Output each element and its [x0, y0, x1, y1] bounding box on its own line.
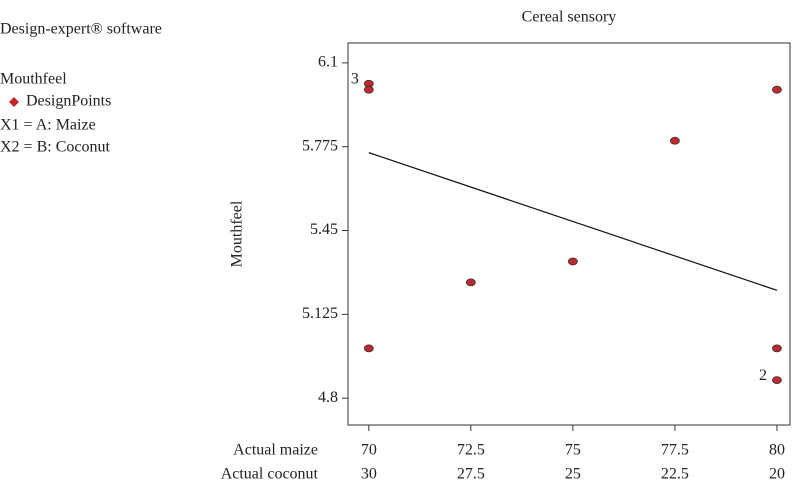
- data-point: [772, 85, 782, 94]
- x-tick-label: 70: [361, 442, 377, 459]
- data-point: [363, 85, 374, 94]
- legend-marker: [9, 97, 19, 107]
- y-axis-label: Mouthfeel: [229, 200, 246, 267]
- x2-tick-label: 25: [565, 466, 581, 483]
- legend-label: DesignPoints: [26, 93, 111, 110]
- info-text: Mouthfeel: [0, 71, 67, 88]
- x2-tick-label: 27.5: [457, 466, 485, 483]
- y-tick-label: 5.45: [310, 221, 338, 238]
- x2-tick-label: 20: [769, 466, 785, 483]
- annotation: 3: [351, 70, 359, 87]
- y-tick-label: 4.8: [318, 389, 338, 406]
- data-point: [465, 278, 476, 287]
- x-tick-label: 72.5: [457, 442, 485, 459]
- data-point: [670, 136, 680, 145]
- x2-axis-label: Actual coconut: [221, 466, 319, 483]
- x-tick-label: 75: [565, 442, 581, 459]
- plot-frame: [347, 42, 791, 426]
- y-tick-label: 6.1: [318, 54, 338, 71]
- annotation: 2: [759, 367, 767, 384]
- data-point: [772, 344, 782, 353]
- y-tick-label: 5.775: [302, 137, 338, 154]
- x-axis-label: Actual maize: [233, 442, 318, 459]
- x2-tick-label: 30: [361, 466, 377, 483]
- x2-tick-label: 22.5: [661, 466, 689, 483]
- info-text: X2 = B: Coconut: [0, 139, 110, 156]
- data-point: [567, 257, 578, 266]
- y-tick-label: 5.125: [302, 305, 338, 322]
- data-point: [772, 376, 782, 385]
- chart-title: Cereal sensory: [522, 9, 617, 26]
- data-point: [363, 344, 374, 353]
- fit-line: [368, 152, 778, 291]
- info-text: Design-expert® software: [0, 21, 162, 38]
- info-text: X1 = A: Maize: [0, 117, 96, 134]
- x-tick-label: 80: [769, 442, 785, 459]
- x-tick-label: 77.5: [661, 442, 689, 459]
